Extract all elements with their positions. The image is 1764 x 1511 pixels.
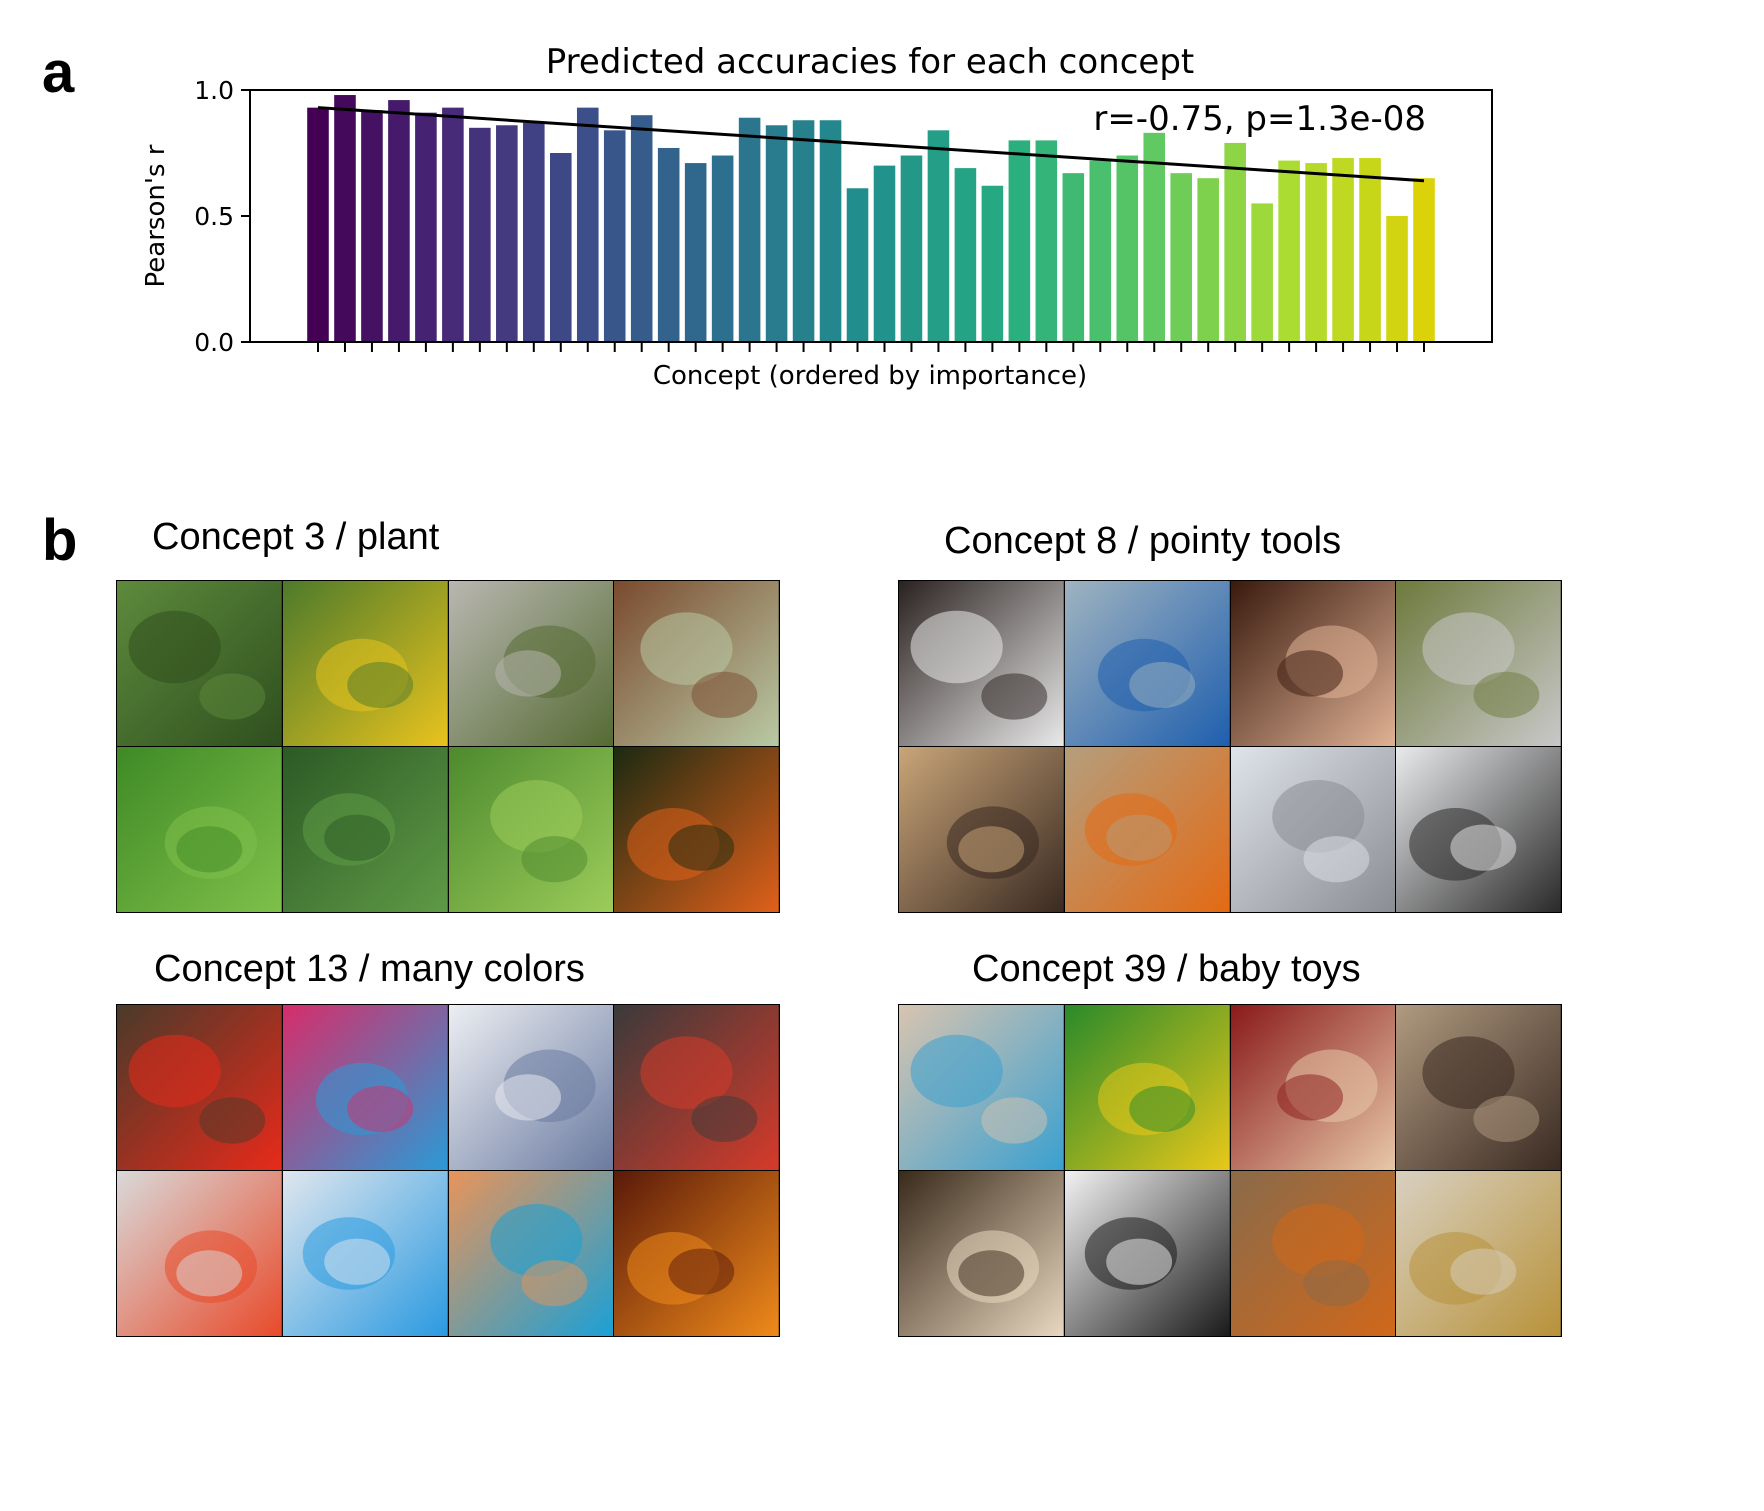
candy-bowl-image (282, 1171, 448, 1336)
bar-concept-17 (738, 117, 761, 342)
cigar-holder-image (899, 747, 1064, 912)
y-tick-label: 1.0 (194, 76, 234, 105)
concept-39-image-grid (898, 1004, 1562, 1337)
bar-concept-16 (711, 155, 734, 342)
concept-13-title: Concept 13 / many colors (154, 948, 585, 990)
gumballs-image (117, 1171, 282, 1336)
bar-concept-15 (684, 163, 707, 342)
markers-image (448, 1005, 614, 1170)
bar-concept-31 (1116, 155, 1139, 342)
basil-image (117, 747, 282, 912)
bar-concept-6 (442, 107, 464, 342)
y-axis: 0.0 0.5 1.0 (194, 76, 250, 357)
ornamental-cabbage-image (614, 581, 779, 746)
correlation-annotation: r=-0.75, p=1.3e-08 (1093, 99, 1426, 139)
trend-line (317, 106, 1425, 183)
concept-8-image-grid (898, 580, 1562, 913)
screwdrivers-image (1064, 747, 1230, 912)
bar-concept-33 (1170, 173, 1193, 342)
paint-pots-image (117, 1005, 282, 1170)
bar-concept-19 (792, 120, 815, 343)
bar-concept-38 (1305, 163, 1327, 342)
pacifiers-image (899, 1005, 1064, 1170)
bar-concept-25 (954, 168, 977, 342)
crossed-swords-image (1396, 581, 1561, 746)
bar-series (307, 95, 1435, 343)
bar-concept-35 (1224, 142, 1246, 342)
bar-concept-22 (873, 165, 896, 342)
bar-concept-4 (388, 100, 410, 342)
bar-concept-41 (1386, 216, 1408, 342)
fern-image (117, 581, 282, 746)
bar-concept-18 (765, 125, 788, 342)
y-tick-label: 0.5 (194, 202, 234, 231)
concept-3-image-grid (116, 580, 780, 913)
stickers-image (614, 1005, 779, 1170)
bar-concept-2 (334, 95, 356, 342)
bar-concept-23 (900, 155, 923, 342)
puppets-image (1230, 1005, 1396, 1170)
concept-8-title: Concept 8 / pointy tools (944, 520, 1342, 562)
autumn-leaf-image (614, 747, 779, 912)
hobby-horse-image (1396, 1171, 1561, 1336)
party-horns-image (448, 1171, 614, 1336)
ultrasound-image (1064, 1171, 1230, 1336)
letter-opener-image (899, 581, 1064, 746)
bar-concept-37 (1278, 160, 1300, 342)
bar-concept-3 (361, 110, 383, 342)
bar-concept-21 (846, 188, 869, 342)
bar-concept-28 (1035, 140, 1058, 342)
drill-bits-image (1396, 747, 1561, 912)
concept-13-image-grid (116, 1004, 780, 1337)
bar-concept-30 (1089, 160, 1112, 342)
y-tick-label: 0.0 (194, 328, 234, 357)
x-ticks (317, 342, 1425, 352)
bar-concept-32 (1143, 132, 1166, 342)
bar-concept-26 (981, 185, 1004, 342)
bar-concept-27 (1008, 140, 1031, 342)
tweezers-image (1230, 747, 1396, 912)
doll-image (899, 1171, 1064, 1336)
bar-concept-12 (603, 130, 626, 342)
bar-concept-29 (1062, 173, 1085, 342)
chart-title: Predicted accuracies for each concept (546, 42, 1195, 82)
x-axis-label: Concept (ordered by importance) (653, 361, 1087, 391)
bar-concept-5 (415, 112, 437, 343)
bar-concept-34 (1197, 178, 1219, 342)
bar-concept-14 (657, 147, 680, 342)
bar-concept-1 (307, 107, 329, 342)
bar-concept-8 (496, 125, 518, 342)
blue-pick-image (1064, 581, 1230, 746)
panel-a-label: a (42, 40, 75, 105)
crayons-image (282, 1005, 448, 1170)
bar-concept-20 (819, 120, 842, 343)
bar-concept-11 (576, 107, 599, 342)
pinball-image (614, 1171, 779, 1336)
conductor-baton-image (1230, 581, 1396, 746)
y-axis-label: Pearson's r (141, 144, 171, 287)
bar-concept-42 (1413, 178, 1435, 342)
teddy-bear-image (1230, 1171, 1396, 1336)
weed-in-pavement-image (448, 581, 614, 746)
concept-39-title: Concept 39 / baby toys (972, 948, 1361, 990)
bar-concept-7 (469, 127, 491, 342)
bar-concept-36 (1251, 203, 1273, 342)
bar-concept-10 (549, 153, 572, 342)
baby-play-mat-image (1396, 1005, 1561, 1170)
concept-3-title: Concept 3 / plant (152, 516, 440, 558)
bar-concept-9 (523, 122, 545, 342)
axes-frame (249, 89, 1493, 343)
bar-concept-39 (1332, 158, 1354, 342)
bar-concept-13 (630, 115, 653, 342)
toy-train-image (1064, 1005, 1230, 1170)
bar-concept-24 (927, 130, 950, 342)
parsley-image (448, 747, 614, 912)
panel-b-label: b (42, 508, 78, 573)
green-leaves-image (282, 747, 448, 912)
accuracy-bar-chart: Predicted accuracies for each concept 0.… (141, 42, 1493, 391)
dandelions-image (282, 581, 448, 746)
bar-concept-40 (1359, 158, 1381, 342)
